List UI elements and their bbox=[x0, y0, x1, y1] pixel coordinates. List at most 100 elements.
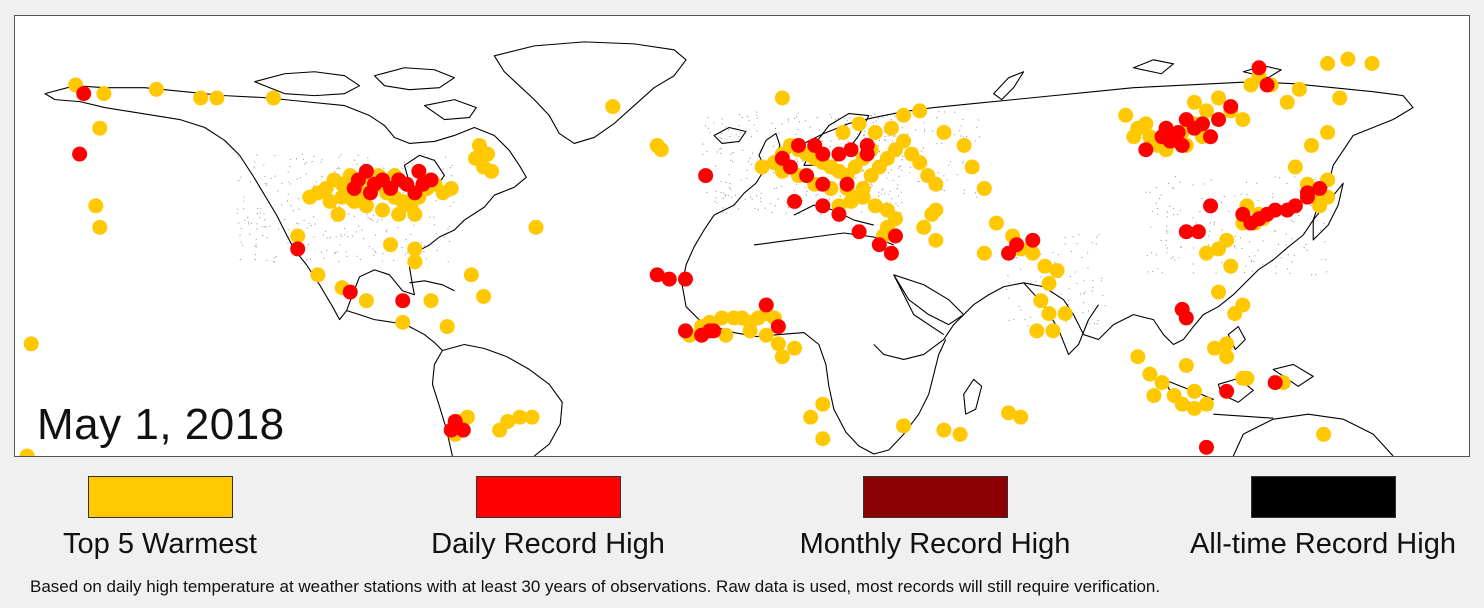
station-dot bbox=[1285, 233, 1287, 235]
marker-daily bbox=[1198, 439, 1214, 455]
station-dot bbox=[746, 177, 748, 179]
station-dot bbox=[772, 145, 774, 147]
station-dot bbox=[962, 160, 965, 163]
legend-swatch-alltime bbox=[1251, 476, 1396, 518]
station-dot bbox=[1104, 305, 1106, 307]
marker-daily bbox=[72, 146, 88, 162]
station-dot bbox=[706, 191, 708, 193]
station-dot bbox=[796, 158, 798, 160]
station-dot bbox=[287, 242, 289, 244]
station-dot bbox=[247, 223, 250, 225]
station-dot bbox=[1165, 239, 1167, 241]
station-dot bbox=[308, 222, 310, 224]
station-dot bbox=[1220, 202, 1223, 204]
station-dot bbox=[1310, 204, 1312, 206]
marker-top5 bbox=[407, 254, 423, 270]
station-dot bbox=[1234, 245, 1236, 247]
marker-daily bbox=[661, 271, 677, 287]
station-dot bbox=[274, 257, 276, 259]
station-dot bbox=[313, 236, 315, 238]
station-dot bbox=[1170, 258, 1172, 260]
station-dot bbox=[723, 192, 725, 194]
marker-top5 bbox=[774, 90, 790, 106]
marker-top5 bbox=[407, 241, 423, 257]
station-dot bbox=[722, 207, 724, 209]
station-dot bbox=[1253, 260, 1255, 263]
station-dot bbox=[751, 163, 753, 166]
marker-top5 bbox=[1223, 258, 1239, 274]
station-dot bbox=[1100, 280, 1102, 282]
station-dot bbox=[1192, 184, 1194, 186]
station-dot bbox=[720, 152, 722, 154]
station-dot bbox=[403, 161, 406, 163]
station-dot bbox=[818, 129, 820, 131]
marker-top5 bbox=[1041, 276, 1057, 291]
station-dot bbox=[299, 177, 301, 179]
marker-daily bbox=[843, 142, 859, 158]
marker-top5 bbox=[1126, 129, 1142, 145]
marker-daily bbox=[1158, 120, 1174, 136]
station-dot bbox=[240, 241, 242, 243]
marker-top5 bbox=[1130, 349, 1146, 365]
station-dot bbox=[338, 167, 341, 170]
station-dot bbox=[1239, 237, 1242, 239]
station-dot bbox=[1072, 236, 1074, 238]
station-dot bbox=[835, 118, 837, 120]
marker-daily bbox=[706, 323, 722, 339]
marker-daily bbox=[1178, 224, 1194, 240]
station-dot bbox=[1179, 246, 1182, 248]
station-dot bbox=[335, 236, 337, 238]
station-dot bbox=[937, 172, 939, 174]
station-dot bbox=[1311, 274, 1313, 276]
station-dot bbox=[884, 193, 886, 195]
station-dot bbox=[1092, 287, 1094, 289]
station-dot bbox=[715, 190, 717, 193]
station-dot bbox=[1325, 258, 1327, 261]
marker-top5 bbox=[500, 413, 516, 429]
station-dot bbox=[877, 145, 879, 147]
station-dot bbox=[329, 236, 331, 239]
station-dot bbox=[1223, 195, 1225, 198]
marker-top5 bbox=[407, 206, 423, 222]
station-dot bbox=[1273, 229, 1275, 232]
marker-daily bbox=[831, 206, 847, 222]
marker-top5 bbox=[1198, 245, 1214, 261]
station-dot bbox=[963, 189, 966, 191]
marker-top5 bbox=[1332, 90, 1348, 106]
station-dot bbox=[884, 139, 886, 141]
station-dot bbox=[1274, 176, 1276, 178]
station-dot bbox=[914, 129, 917, 131]
station-dot bbox=[385, 231, 387, 233]
station-dot bbox=[1088, 323, 1090, 325]
station-dot bbox=[764, 207, 766, 209]
station-dot bbox=[892, 179, 894, 181]
marker-daily bbox=[443, 422, 459, 438]
station-dot bbox=[241, 244, 244, 246]
station-dot bbox=[890, 119, 892, 121]
station-dot bbox=[795, 183, 798, 185]
station-dot bbox=[1291, 238, 1293, 240]
station-dot bbox=[804, 186, 806, 188]
station-dot bbox=[1209, 222, 1212, 224]
station-dot bbox=[1233, 246, 1236, 248]
station-dot bbox=[353, 215, 356, 217]
map-panel: May 1, 2018 bbox=[14, 15, 1470, 457]
station-dot bbox=[785, 201, 787, 204]
station-dot bbox=[714, 165, 717, 167]
station-dot bbox=[1323, 222, 1325, 225]
marker-top5 bbox=[605, 99, 621, 115]
station-dot bbox=[1147, 271, 1150, 273]
station-dot bbox=[781, 185, 783, 188]
station-dot bbox=[1306, 249, 1308, 251]
station-dot bbox=[864, 130, 866, 132]
station-dot bbox=[716, 151, 719, 153]
station-dot bbox=[1087, 252, 1089, 254]
marker-top5 bbox=[1211, 284, 1227, 300]
station-dot bbox=[1093, 323, 1095, 325]
station-dot bbox=[1152, 270, 1154, 272]
station-dot bbox=[287, 229, 289, 231]
station-dot bbox=[1179, 181, 1181, 183]
station-dot bbox=[340, 154, 342, 156]
station-dot bbox=[1155, 202, 1157, 204]
station-dot bbox=[1213, 221, 1216, 223]
